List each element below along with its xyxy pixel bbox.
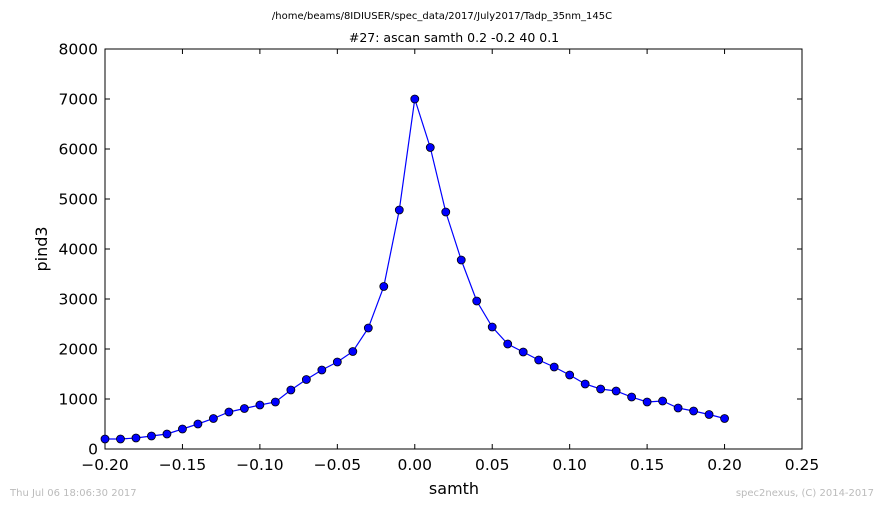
- data-point: [301, 375, 311, 384]
- data-point: [394, 205, 404, 215]
- data-point: [518, 347, 528, 357]
- data-point: [116, 434, 125, 444]
- data-point: [317, 365, 327, 375]
- data-point: [100, 434, 110, 444]
- plot-area-frame: [104, 48, 803, 450]
- data-point: [549, 362, 559, 372]
- data-point: [720, 414, 729, 423]
- y-tick-label: 1000: [59, 391, 98, 409]
- data-point: [658, 396, 667, 406]
- data-point: [580, 379, 590, 389]
- chart-supertitle: /home/beams/8IDIUSER/spec_data/2017/July…: [272, 11, 612, 22]
- x-tick-label: −0.10: [236, 456, 284, 474]
- x-tick-label: −0.20: [81, 456, 129, 474]
- data-point: [255, 400, 265, 410]
- y-tick-label: 5000: [59, 191, 98, 209]
- data-point: [270, 397, 280, 407]
- footer-timestamp: Thu Jul 06 18:06:30 2017: [10, 488, 137, 499]
- x-axis-label: samth: [429, 479, 479, 498]
- y-tick-label: 4000: [59, 241, 98, 259]
- y-tick-label: 7000: [59, 91, 98, 109]
- x-tick-label: −0.15: [159, 456, 207, 474]
- data-point: [487, 322, 497, 332]
- data-point: [131, 433, 141, 443]
- x-tick-label: 0.25: [785, 456, 820, 474]
- x-tick-label: 0.00: [398, 456, 433, 474]
- data-point: [363, 323, 373, 333]
- data-point: [379, 282, 389, 291]
- data-point: [332, 357, 342, 367]
- data-point: [456, 255, 466, 265]
- data-point: [147, 431, 156, 441]
- data-point: [410, 94, 420, 104]
- data-point: [611, 386, 621, 396]
- data-point: [425, 143, 435, 152]
- y-tick-label: 8000: [59, 41, 98, 59]
- x-tick-label: −0.05: [314, 456, 362, 474]
- data-point: [209, 414, 218, 423]
- footer-credit: spec2nexus, (C) 2014-2017: [735, 488, 874, 499]
- chart-title: #27: ascan samth 0.2 -0.2 40 0.1: [349, 30, 559, 45]
- y-tick-label: 2000: [59, 341, 98, 359]
- x-tick-label: 0.05: [475, 456, 510, 474]
- data-point: [534, 355, 544, 365]
- data-point: [286, 385, 296, 395]
- data-point: [673, 403, 683, 413]
- x-tick-label: 0.10: [552, 456, 587, 474]
- data-point: [596, 384, 606, 394]
- x-tick-label: 0.15: [630, 456, 665, 474]
- data-point: [689, 406, 698, 416]
- data-point: [162, 429, 172, 439]
- data-point: [503, 339, 513, 349]
- data-point: [239, 404, 249, 413]
- data-point: [348, 347, 358, 356]
- x-tick-label: 0.20: [707, 456, 742, 474]
- data-point: [565, 370, 575, 380]
- y-tick-label: 3000: [59, 291, 98, 309]
- y-axis-label: pind3: [32, 226, 51, 271]
- y-tick-label: 0: [88, 441, 98, 459]
- data-point: [642, 397, 652, 407]
- y-tick-label: 6000: [59, 141, 98, 159]
- data-point: [472, 296, 482, 306]
- data-point: [178, 424, 187, 434]
- data-point: [704, 410, 714, 419]
- data-point: [627, 392, 637, 402]
- data-point: [441, 207, 451, 217]
- data-point: [224, 407, 234, 417]
- data-point: [193, 419, 203, 429]
